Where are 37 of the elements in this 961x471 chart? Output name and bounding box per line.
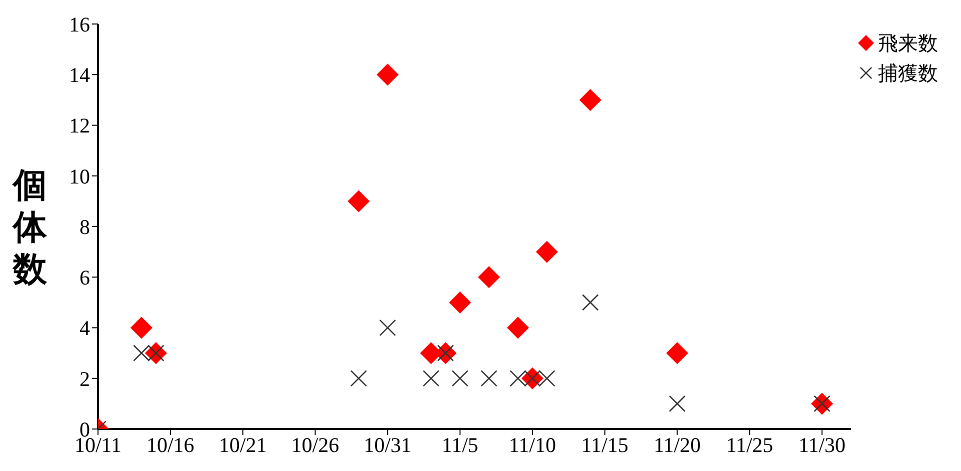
x-tick-label: 11/10 [508,432,556,457]
point [478,266,500,288]
x-tick-label: 11/15 [581,432,628,457]
x-tick-label: 11/5 [442,432,478,457]
point [480,370,498,387]
x-tick-label: 11/20 [654,432,701,457]
y-tick-label: 2 [80,366,90,391]
y-tick-label: 12 [69,114,90,138]
y-tick-label: 8 [80,214,90,239]
point [350,370,368,387]
y-axis-title: 個体数 [12,166,48,290]
point [379,319,396,336]
x-tick-label: 11/25 [726,432,774,457]
y-tick-label: 16 [69,12,90,36]
point [668,395,686,412]
legend-label: 捕獲数 [878,60,938,87]
x-tick-label: 11/30 [798,432,846,457]
point [422,370,440,387]
point [452,370,468,387]
point [536,240,558,263]
x-tick-label: 10/31 [364,432,412,457]
point [506,316,529,339]
point [449,291,472,314]
y-tick-label: 10 [69,164,90,188]
x-tick-label: 10/16 [146,432,194,457]
point [376,64,399,86]
x-tick-label: 10/21 [218,432,267,457]
y-tick-label: 4 [80,316,90,340]
point [579,88,602,111]
point [666,342,688,364]
y-tick-label: 6 [80,266,90,290]
x-tick-label: 10/26 [291,432,340,457]
y-tick-label: 14 [69,63,90,88]
point [348,190,370,212]
point [582,294,599,311]
legend-label: 飛来数 [878,30,938,57]
point [130,316,152,339]
